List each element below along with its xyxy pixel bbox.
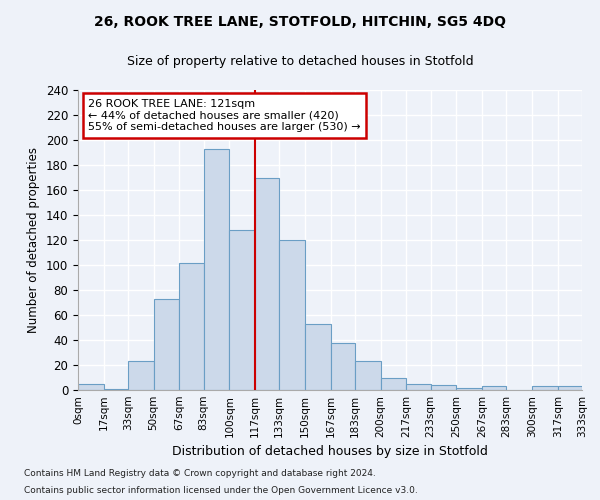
Bar: [279, 240, 305, 390]
Bar: [104, 389, 128, 390]
Bar: [431, 385, 457, 390]
Bar: [154, 298, 179, 390]
Bar: [179, 262, 203, 390]
Bar: [128, 361, 154, 390]
Text: Contains HM Land Registry data © Crown copyright and database right 2024.: Contains HM Land Registry data © Crown c…: [24, 468, 376, 477]
Bar: [355, 361, 381, 390]
Bar: [457, 388, 482, 390]
Bar: [406, 384, 431, 390]
Text: 26, ROOK TREE LANE, STOTFOLD, HITCHIN, SG5 4DQ: 26, ROOK TREE LANE, STOTFOLD, HITCHIN, S…: [94, 15, 506, 29]
Text: 26 ROOK TREE LANE: 121sqm
← 44% of detached houses are smaller (420)
55% of semi: 26 ROOK TREE LANE: 121sqm ← 44% of detac…: [88, 99, 361, 132]
Bar: [305, 324, 331, 390]
Bar: [482, 386, 506, 390]
Bar: [255, 178, 279, 390]
Bar: [78, 384, 104, 390]
Bar: [532, 386, 558, 390]
Bar: [331, 342, 355, 390]
Bar: [203, 149, 229, 390]
Bar: [381, 378, 406, 390]
Y-axis label: Number of detached properties: Number of detached properties: [28, 147, 40, 333]
X-axis label: Distribution of detached houses by size in Stotfold: Distribution of detached houses by size …: [172, 446, 488, 458]
Text: Contains public sector information licensed under the Open Government Licence v3: Contains public sector information licen…: [24, 486, 418, 495]
Text: Size of property relative to detached houses in Stotfold: Size of property relative to detached ho…: [127, 55, 473, 68]
Bar: [558, 386, 582, 390]
Bar: [229, 230, 255, 390]
